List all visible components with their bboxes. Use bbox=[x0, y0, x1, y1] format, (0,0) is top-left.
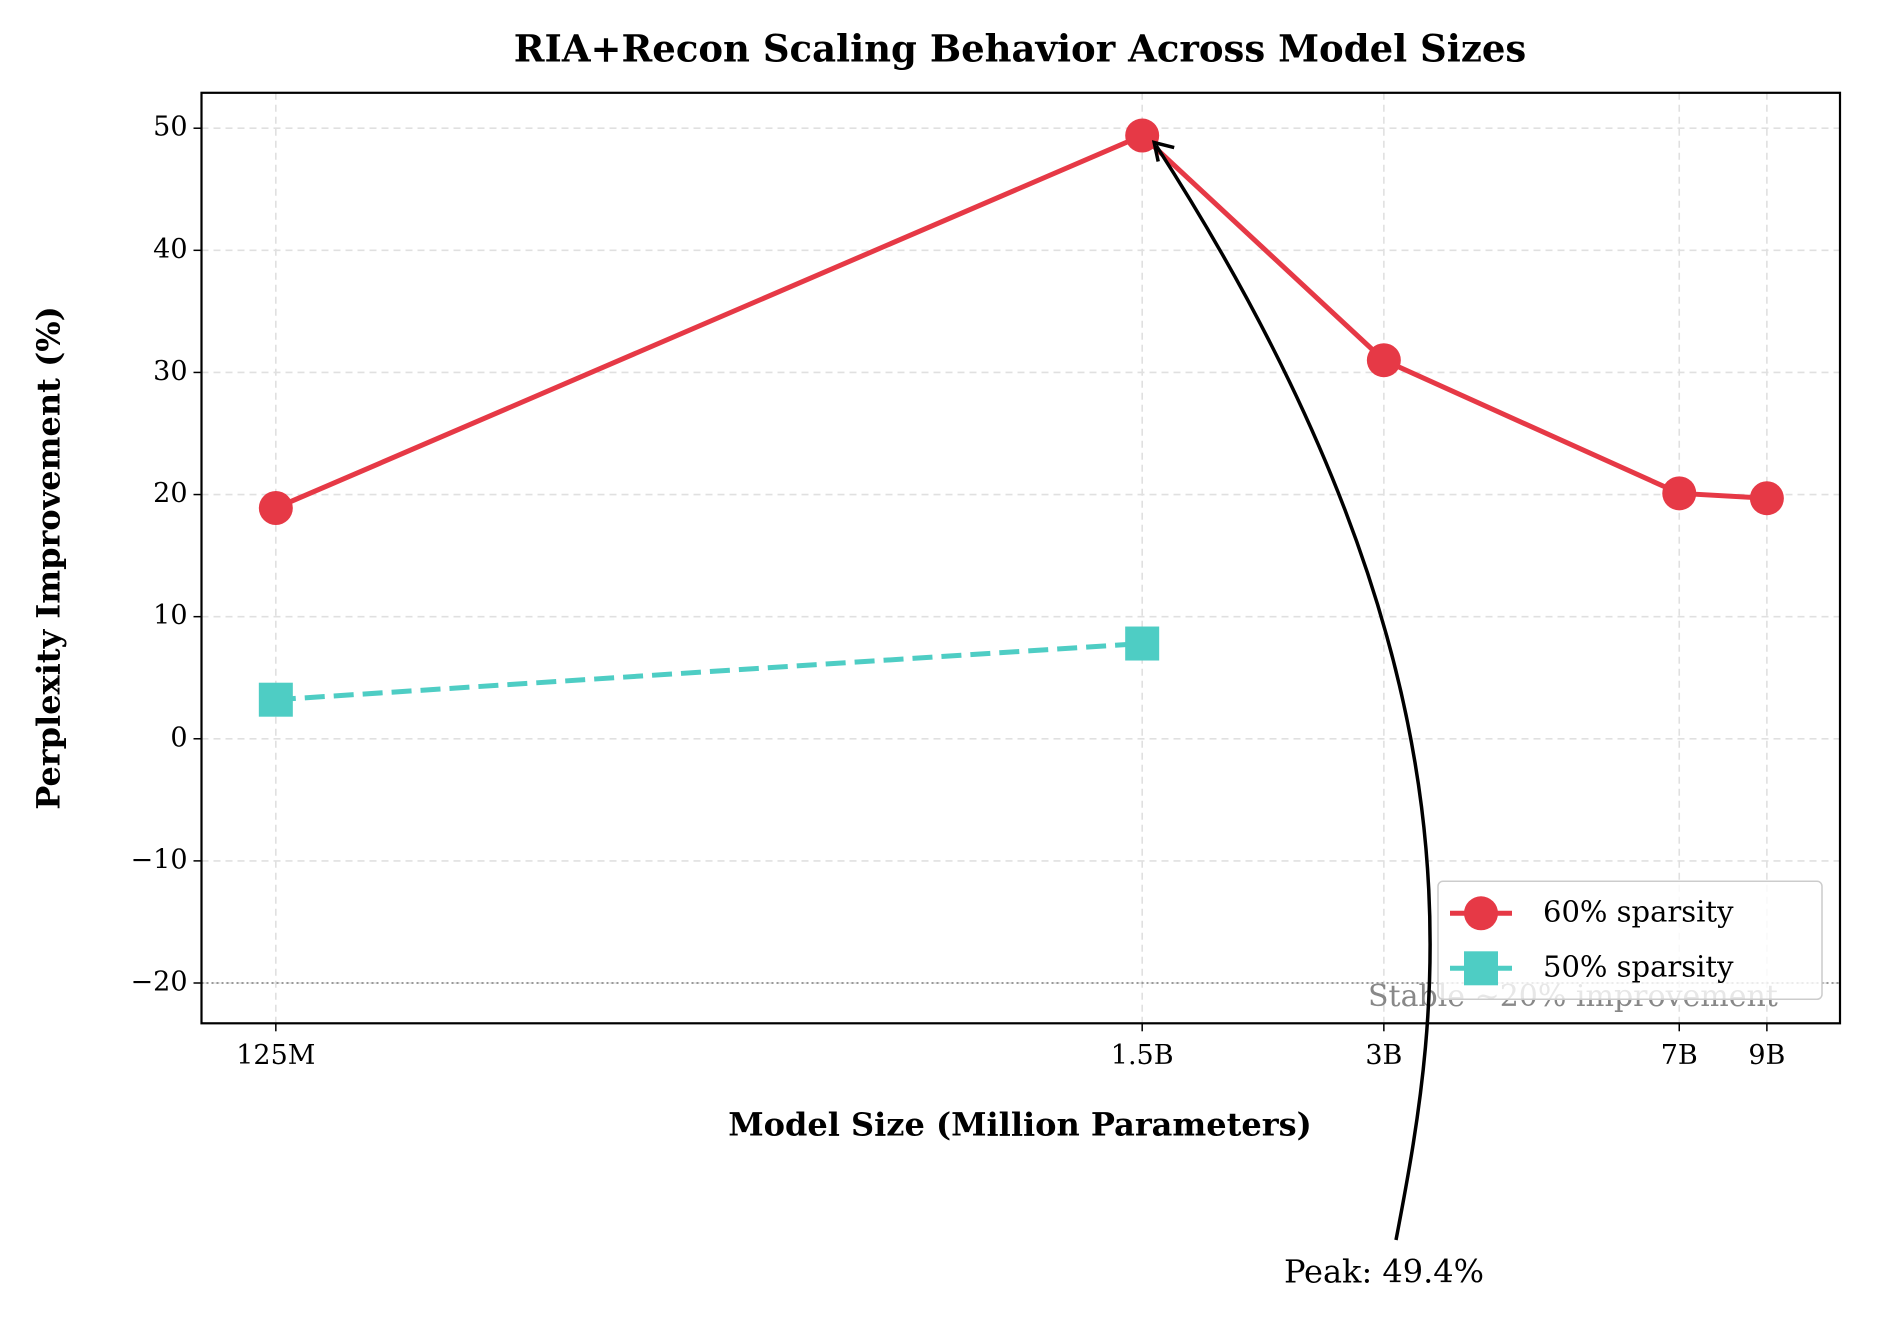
legend-label: 60% sparsity bbox=[1543, 894, 1734, 928]
x-tick-label: 125M bbox=[236, 1040, 315, 1071]
annotation-text: Peak: 49.4% bbox=[1284, 1253, 1484, 1291]
annotation-arrowhead bbox=[1151, 140, 1175, 162]
marker bbox=[1662, 476, 1697, 511]
chart-title: RIA+Recon Scaling Behavior Across Model … bbox=[514, 27, 1526, 71]
y-tick-label: −20 bbox=[131, 967, 188, 998]
legend-box bbox=[1437, 880, 1823, 1001]
y-tick-label: −10 bbox=[131, 844, 188, 875]
y-axis-label: Perplexity Improvement (%) bbox=[30, 306, 68, 810]
y-tick-label: 30 bbox=[153, 356, 187, 387]
y-tick-label: 20 bbox=[153, 478, 187, 509]
annotation-arrow bbox=[1154, 144, 1432, 1241]
y-tick-label: 50 bbox=[153, 112, 187, 143]
x-tick-label: 7B bbox=[1661, 1040, 1698, 1071]
x-tick-label: 9B bbox=[1748, 1040, 1785, 1071]
y-tick-label: 40 bbox=[153, 234, 187, 265]
x-axis-label: Model Size (Million Parameters) bbox=[728, 1106, 1312, 1144]
marker bbox=[258, 682, 293, 717]
y-tick-label: 0 bbox=[170, 722, 187, 753]
x-tick-label: 1.5B bbox=[1111, 1040, 1174, 1071]
legend: 60% sparsity 50% sparsity bbox=[1437, 880, 1823, 1001]
marker bbox=[1125, 118, 1160, 153]
legend-marker bbox=[1464, 896, 1498, 931]
y-tick-label: 10 bbox=[153, 600, 187, 631]
marker bbox=[1749, 481, 1784, 516]
legend-marker bbox=[1464, 951, 1498, 986]
plot-frame bbox=[200, 91, 1842, 1025]
marker bbox=[1366, 343, 1401, 378]
marker bbox=[258, 490, 293, 525]
legend-label: 50% sparsity bbox=[1543, 949, 1734, 983]
x-tick-label: 3B bbox=[1365, 1040, 1402, 1071]
marker bbox=[1125, 626, 1160, 661]
